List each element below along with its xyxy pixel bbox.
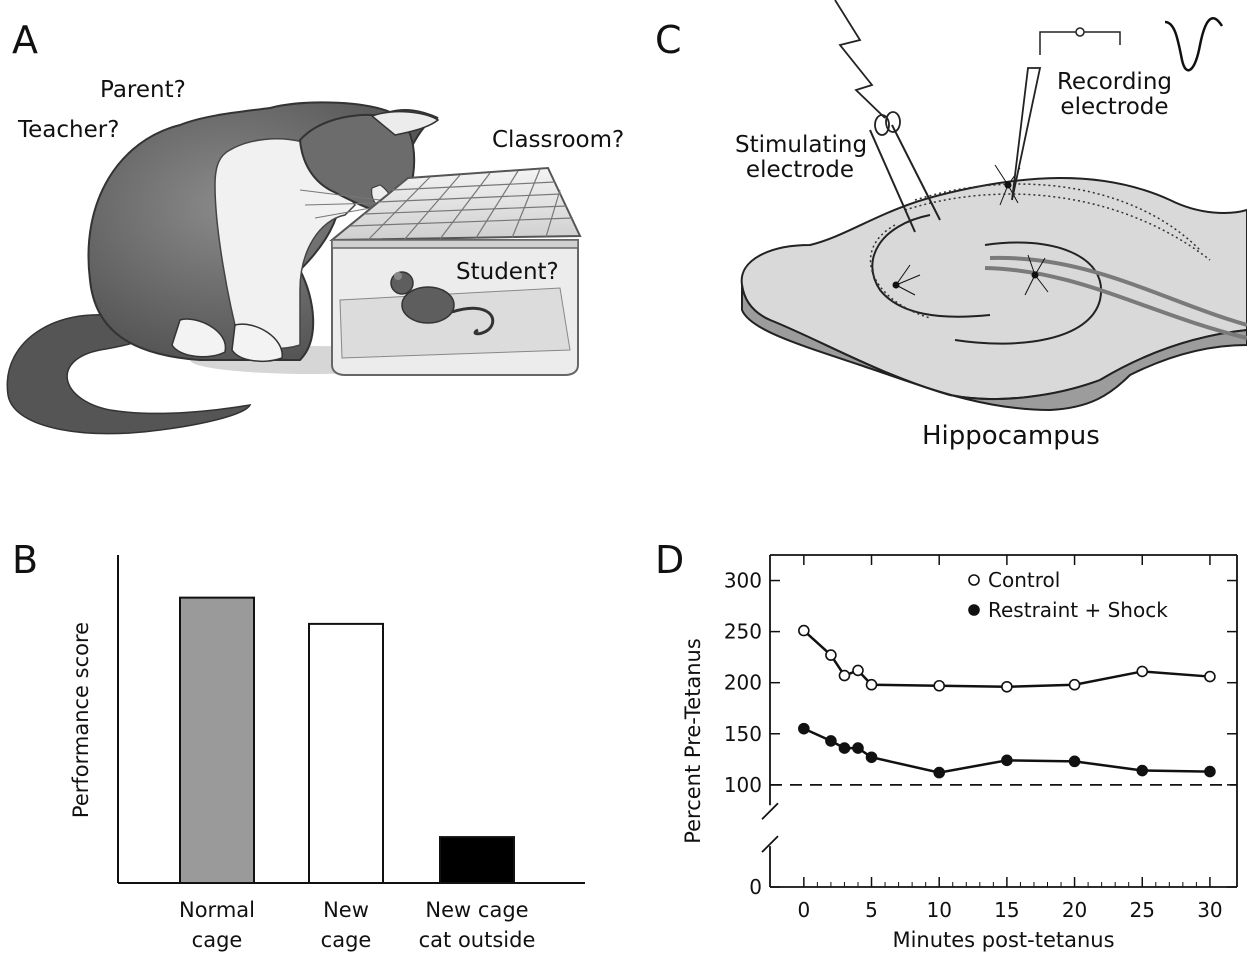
series-1-point	[1136, 665, 1149, 678]
legend-label-1: Control	[988, 568, 1060, 592]
bar-category-label-3: New cage cat outside	[419, 898, 536, 952]
series-2-point	[798, 722, 810, 735]
waveform-icon	[1164, 17, 1224, 72]
series-2-point	[933, 766, 946, 779]
panel-d-letter: D	[655, 538, 685, 582]
y-tick-label: 300	[724, 569, 762, 593]
category-line: cage	[321, 928, 372, 952]
series-2-point	[1204, 765, 1216, 778]
ca-dotted-2	[904, 193, 1211, 261]
x-tick-label: 15	[994, 898, 1019, 922]
recording-electrode-probe	[1011, 17, 1224, 201]
series-2-point	[825, 735, 837, 747]
series-1-point	[838, 669, 851, 682]
y-tick-label: 150	[724, 722, 762, 746]
stimulating-electrode-probe	[834, 0, 941, 233]
y-tick-label: 250	[724, 620, 762, 644]
series-2-point	[838, 742, 851, 754]
series-1-point	[1204, 670, 1216, 683]
perforant-path-1	[989, 255, 1247, 327]
series-1-point	[865, 678, 878, 691]
y-axis-label: Percent Pre-Tetanus	[681, 638, 705, 844]
x-tick-label: 10	[926, 898, 951, 922]
x-axis-label: Minutes post-tetanus	[892, 928, 1114, 952]
ltp-line-chart: 0 100 150 200 250 300 0 5 10 15 20 25 30 Control Restr…	[681, 554, 1238, 952]
bar-2	[308, 622, 384, 884]
axis-break-mark-1	[761, 835, 779, 853]
axis-break-mark-2	[761, 802, 779, 820]
cat-front-paw-right	[231, 323, 283, 363]
cat-ear	[370, 110, 440, 136]
series-1-point	[825, 649, 837, 661]
ca-field-outline	[871, 214, 991, 318]
label-recording-electrode: Recording electrode	[1056, 69, 1173, 121]
label-stimulating-electrode: Stimulating electrode	[735, 132, 868, 184]
label-classroom: Classroom?	[492, 127, 625, 153]
series-2-point	[1068, 755, 1081, 768]
series-2-point	[1136, 764, 1149, 777]
bar-category-label-1: Normal cage	[179, 898, 255, 952]
y-tick-label: 0	[749, 875, 762, 899]
perforant-path-2	[984, 266, 1247, 340]
x-tick-label: 5	[865, 898, 878, 922]
series-2-point	[1001, 754, 1013, 767]
hippocampus-diagram	[740, 0, 1247, 412]
series-1-point	[852, 664, 864, 677]
cat-tail	[6, 314, 252, 435]
panel-a-letter: A	[12, 18, 38, 62]
series-2-point	[865, 751, 878, 764]
y-tick-label: 100	[724, 773, 762, 797]
cat-mouse-illustration	[6, 101, 582, 435]
hippocampus-slice-top	[740, 177, 1247, 400]
y-axis-label: Performance score	[69, 622, 93, 818]
series-1-point	[933, 679, 946, 692]
bar-1	[179, 596, 255, 884]
category-line: New	[323, 898, 369, 922]
category-line: New cage	[425, 898, 528, 922]
bar-category-label-2: New cage	[321, 898, 372, 952]
x-tick-label: 0	[797, 898, 810, 922]
category-line: cage	[192, 928, 243, 952]
mouse	[390, 271, 495, 336]
label-student: Student?	[456, 259, 559, 285]
series-line-1	[803, 629, 1211, 689]
label-teacher: Teacher?	[18, 117, 120, 143]
legend-marker-2	[968, 604, 980, 616]
series-1-point	[1001, 680, 1013, 693]
legend-label-2: Restraint + Shock	[988, 598, 1168, 622]
x-tick-label: 20	[1062, 898, 1087, 922]
lightning-icon	[834, 0, 886, 119]
panel-c-letter: C	[655, 18, 682, 62]
x-tick-label: 30	[1197, 898, 1222, 922]
hippocampus-slice-edge	[741, 284, 1247, 412]
y-tick-label: 200	[724, 671, 762, 695]
x-tick-label: 25	[1130, 898, 1155, 922]
panel-b-letter: B	[12, 538, 39, 582]
label-hippocampus: Hippocampus	[922, 421, 1100, 451]
series-line-2	[803, 727, 1210, 774]
label-parent: Parent?	[100, 77, 186, 103]
legend-marker-1	[968, 574, 980, 586]
series-1-point	[798, 624, 810, 637]
mouse-cage	[329, 166, 582, 376]
cat-front-paw-left	[171, 318, 227, 358]
category-line: cat outside	[419, 928, 536, 952]
category-line: Normal	[179, 898, 255, 922]
ca-dotted-1	[869, 224, 931, 319]
bar-3	[439, 836, 515, 884]
dentate-gyrus	[954, 241, 1103, 345]
series-1-point	[1068, 678, 1081, 691]
series-2-point	[852, 742, 864, 754]
